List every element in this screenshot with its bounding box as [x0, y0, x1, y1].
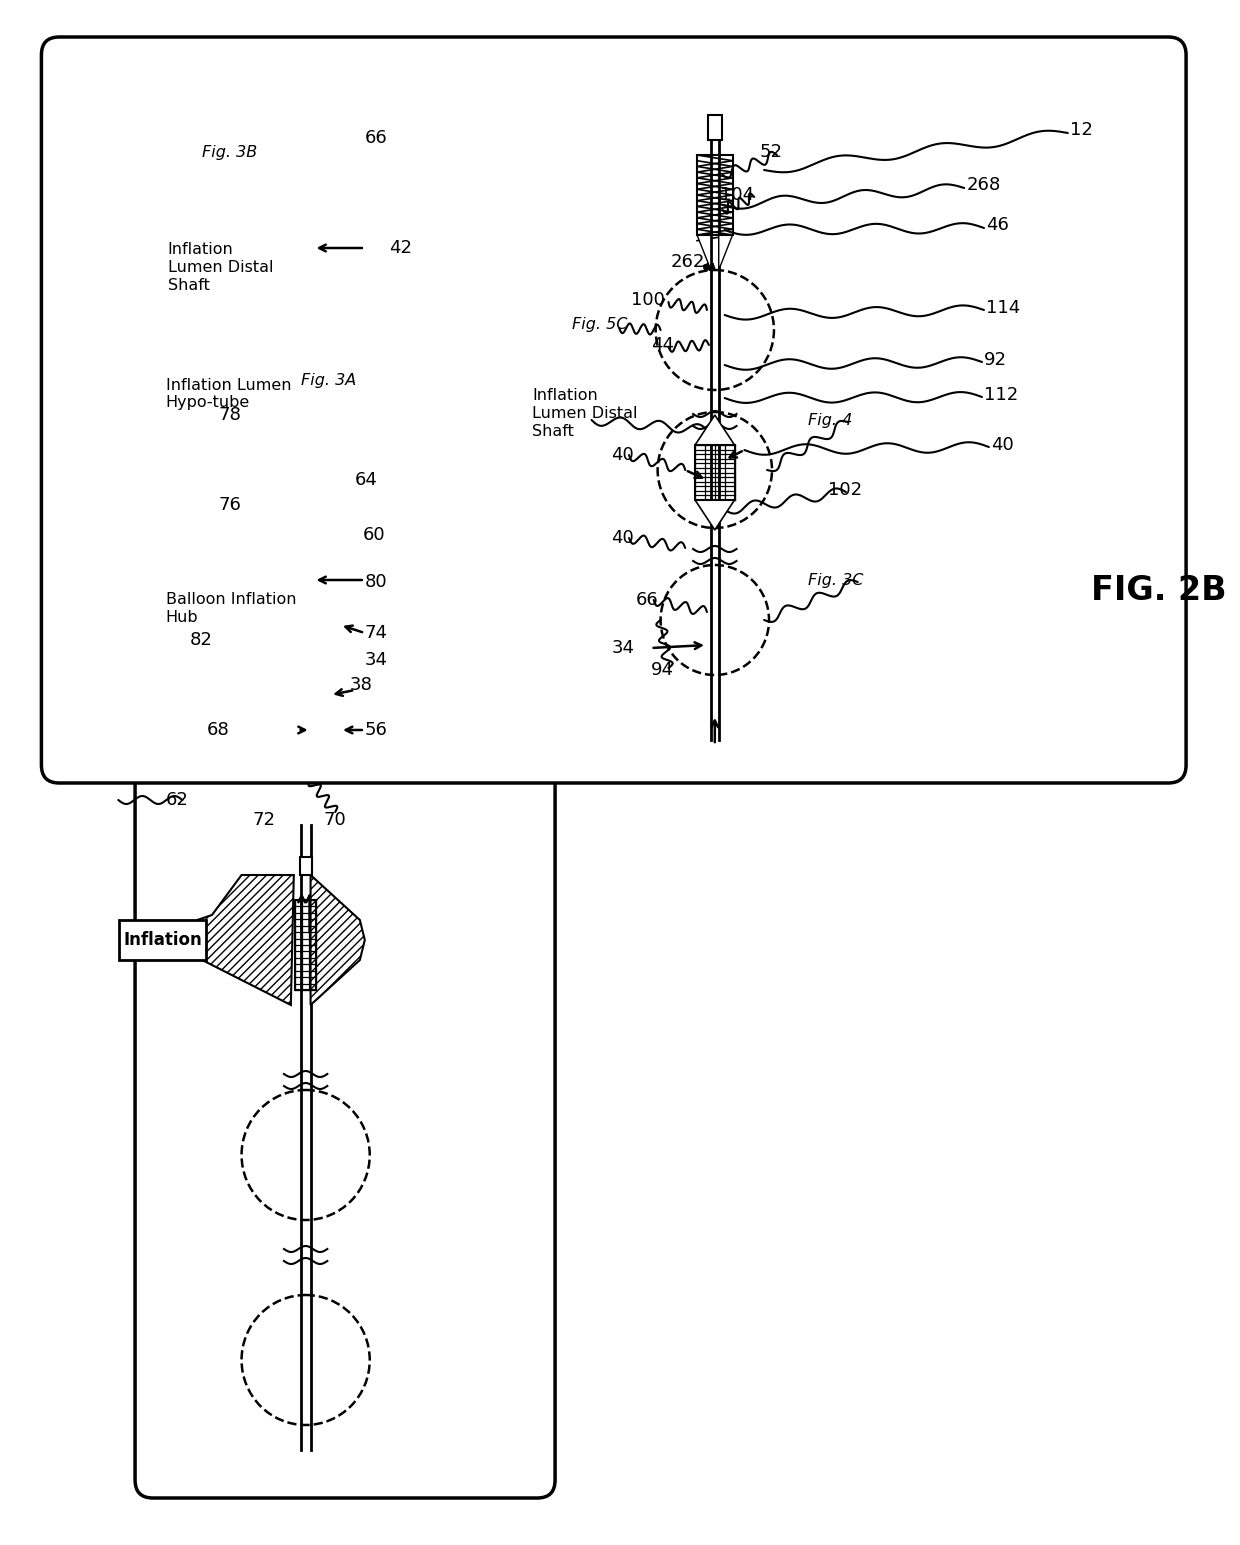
- Text: 66: 66: [636, 592, 658, 609]
- Text: Hypo-tube: Hypo-tube: [166, 396, 250, 411]
- Text: 40: 40: [991, 436, 1013, 454]
- Text: 92: 92: [985, 351, 1007, 369]
- Text: Inflation Lumen: Inflation Lumen: [166, 377, 291, 392]
- Text: 64: 64: [355, 471, 378, 490]
- Text: Inflation: Inflation: [532, 388, 598, 403]
- Text: 12: 12: [1070, 121, 1092, 139]
- Polygon shape: [697, 235, 711, 270]
- Text: Lumen Distal: Lumen Distal: [167, 261, 273, 275]
- Text: 72: 72: [253, 811, 275, 830]
- FancyBboxPatch shape: [300, 857, 311, 874]
- Polygon shape: [696, 416, 734, 445]
- Text: 60: 60: [363, 525, 386, 544]
- Text: 34: 34: [611, 640, 635, 657]
- Text: 34: 34: [365, 650, 388, 669]
- Text: Fig. 3B: Fig. 3B: [202, 145, 258, 159]
- Text: 38: 38: [350, 677, 373, 694]
- Text: 62: 62: [166, 791, 188, 810]
- Text: 114: 114: [986, 300, 1021, 317]
- Text: 94: 94: [651, 661, 673, 678]
- Text: Fig. 3C: Fig. 3C: [808, 573, 864, 587]
- Text: 102: 102: [828, 480, 862, 499]
- Polygon shape: [310, 874, 365, 1004]
- Polygon shape: [696, 501, 734, 530]
- Text: 100: 100: [631, 290, 665, 309]
- Text: FIG. 2B: FIG. 2B: [1091, 573, 1226, 607]
- Text: 82: 82: [190, 630, 212, 649]
- Text: 68: 68: [207, 722, 229, 739]
- Text: 44: 44: [651, 335, 673, 354]
- Text: 104: 104: [719, 185, 754, 204]
- Text: Shaft: Shaft: [532, 423, 574, 439]
- Text: 52: 52: [759, 144, 782, 161]
- Text: 46: 46: [986, 216, 1009, 233]
- FancyBboxPatch shape: [135, 42, 556, 1499]
- Text: 66: 66: [365, 128, 388, 147]
- Text: 40: 40: [611, 528, 634, 547]
- Text: Inflation: Inflation: [123, 932, 202, 949]
- Text: 268: 268: [966, 176, 1001, 195]
- Text: 56: 56: [365, 722, 388, 739]
- Polygon shape: [719, 235, 733, 270]
- Text: Fig. 5C: Fig. 5C: [572, 318, 627, 332]
- Text: Hub: Hub: [166, 610, 198, 626]
- Text: Fig. 3A: Fig. 3A: [301, 372, 356, 388]
- FancyBboxPatch shape: [41, 37, 1187, 783]
- Polygon shape: [197, 874, 294, 1004]
- Text: Lumen Distal: Lumen Distal: [532, 405, 637, 420]
- Text: 42: 42: [389, 239, 413, 256]
- Text: 40: 40: [611, 447, 634, 464]
- Text: Balloon Inflation: Balloon Inflation: [166, 592, 296, 607]
- Text: Inflation: Inflation: [167, 243, 233, 258]
- Text: 80: 80: [365, 573, 387, 592]
- Text: 262: 262: [671, 253, 704, 270]
- Text: 76: 76: [219, 496, 242, 514]
- Text: 74: 74: [365, 624, 388, 643]
- Text: 112: 112: [985, 386, 1018, 403]
- Text: Shaft: Shaft: [167, 278, 210, 294]
- Text: 78: 78: [219, 406, 242, 423]
- Text: Fig. 4: Fig. 4: [808, 413, 853, 428]
- FancyBboxPatch shape: [119, 919, 206, 959]
- FancyBboxPatch shape: [708, 114, 722, 141]
- Text: 70: 70: [324, 811, 347, 830]
